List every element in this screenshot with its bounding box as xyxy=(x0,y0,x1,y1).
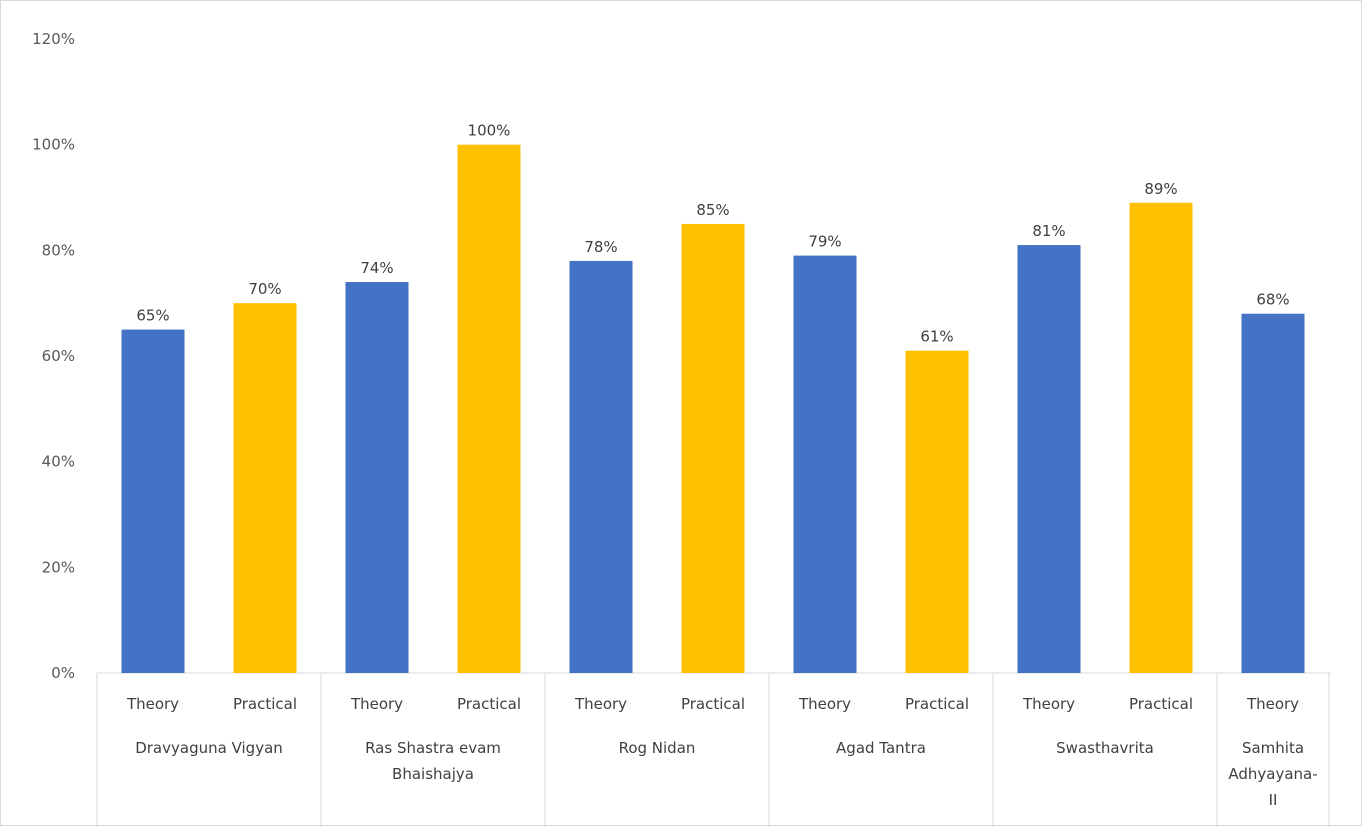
y-tick-label: 120% xyxy=(32,30,75,48)
group-label: Samhita xyxy=(1242,739,1304,757)
bar-theory xyxy=(1241,313,1305,673)
data-label: 79% xyxy=(808,233,841,251)
y-tick-label: 60% xyxy=(42,347,75,365)
bar-practical xyxy=(457,144,521,673)
bar-theory xyxy=(569,260,633,673)
data-label: 74% xyxy=(360,259,393,277)
y-tick-label: 80% xyxy=(42,241,75,259)
group-label: Rog Nidan xyxy=(619,739,696,757)
x-tick-label: Theory xyxy=(574,695,627,713)
bar-theory xyxy=(345,282,409,673)
y-tick-label: 0% xyxy=(51,664,75,682)
group-label: Dravyaguna Vigyan xyxy=(135,739,283,757)
x-tick-label: Theory xyxy=(1022,695,1075,713)
x-tick-label: Theory xyxy=(350,695,403,713)
x-tick-label: Practical xyxy=(681,695,745,713)
data-label: 78% xyxy=(584,238,617,256)
group-label: Ras Shastra evam xyxy=(365,739,501,757)
x-tick-label: Theory xyxy=(1246,695,1299,713)
group-label: Agad Tantra xyxy=(836,739,926,757)
bar-theory xyxy=(1017,245,1081,674)
x-tick-label: Practical xyxy=(457,695,521,713)
bar-practical xyxy=(233,303,297,673)
x-tick-label: Practical xyxy=(1129,695,1193,713)
data-label: 61% xyxy=(920,328,953,346)
data-label: 85% xyxy=(696,201,729,219)
bar-practical xyxy=(681,223,745,673)
data-label: 70% xyxy=(248,280,281,298)
group-label: Adhyayana- xyxy=(1228,765,1317,783)
y-tick-label: 20% xyxy=(42,558,75,576)
bar-practical xyxy=(905,350,969,673)
data-label: 81% xyxy=(1032,222,1065,240)
data-label: 65% xyxy=(136,307,169,325)
data-label: 100% xyxy=(468,122,511,140)
x-tick-label: Practical xyxy=(233,695,297,713)
bar-theory xyxy=(121,329,185,673)
data-label: 89% xyxy=(1144,180,1177,198)
y-tick-label: 100% xyxy=(32,136,75,154)
y-tick-label: 40% xyxy=(42,453,75,471)
x-tick-label: Theory xyxy=(126,695,179,713)
group-label: Swasthavrita xyxy=(1056,739,1154,757)
bar-practical xyxy=(1129,202,1193,674)
x-tick-label: Theory xyxy=(798,695,851,713)
group-label: II xyxy=(1269,791,1278,809)
x-tick-label: Practical xyxy=(905,695,969,713)
data-label: 68% xyxy=(1256,291,1289,309)
group-label: Bhaishajya xyxy=(392,765,474,783)
bar-theory xyxy=(793,255,857,673)
